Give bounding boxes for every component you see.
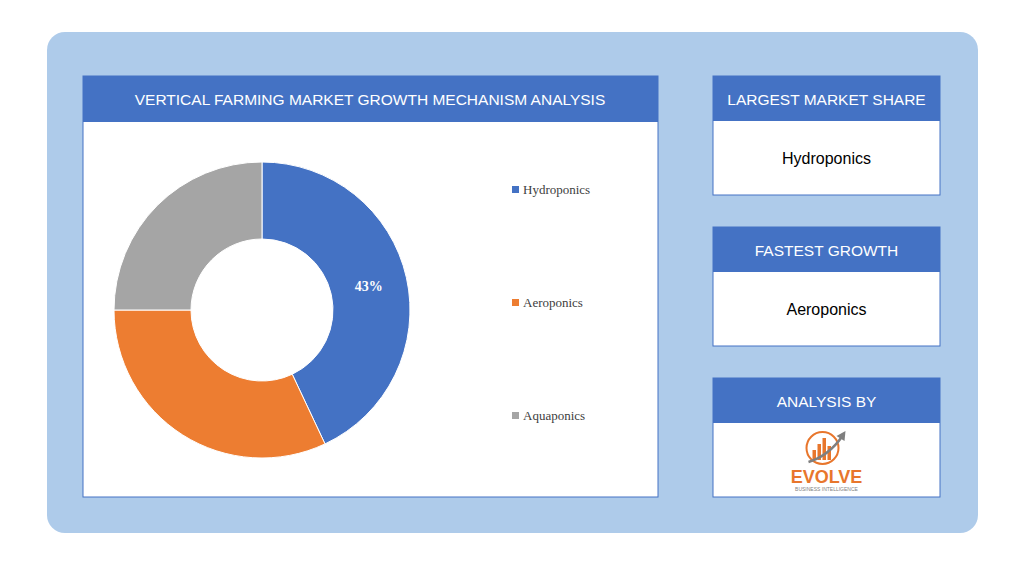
logo-name: EVOLVE	[791, 467, 863, 487]
slice	[114, 162, 262, 310]
panel-body	[713, 227, 940, 346]
chart-title: VERTICAL FARMING MARKET GROWTH MECHANISM…	[135, 91, 606, 108]
panel-title: LARGEST MARKET SHARE	[727, 91, 925, 108]
canvas: VERTICAL FARMING MARKET GROWTH MECHANISM…	[0, 0, 1024, 576]
logo-tagline: BUSINESS INTELLIGENCE	[795, 486, 858, 492]
legend-entry: Aeroponics	[523, 295, 583, 310]
legend-marker	[512, 299, 519, 306]
legend-marker	[512, 412, 519, 419]
legend-marker	[512, 186, 519, 193]
panel-header	[713, 227, 940, 272]
panel-header	[713, 76, 940, 121]
slice	[114, 310, 325, 458]
data-labels: 43%	[355, 279, 383, 294]
legend-entry: Hydroponics	[523, 182, 590, 197]
side-panel: LARGEST MARKET SHARE Hydroponics	[713, 76, 940, 195]
page: VERTICAL FARMING MARKET GROWTH MECHANISM…	[0, 0, 1024, 576]
legend-entry: Aquaponics	[523, 408, 585, 423]
chart-header	[83, 76, 658, 122]
data-label: 43%	[355, 279, 383, 294]
background	[47, 32, 978, 533]
panel-header	[713, 378, 940, 423]
side-panel: FASTEST GROWTH Aeroponics	[713, 227, 940, 346]
legend: Hydroponics Aeroponics Aquaponics	[512, 182, 590, 423]
side-panel: ANALYSIS BY EVOLVEBUSINESS INTELLIGENCE	[713, 378, 940, 497]
panel-body	[713, 76, 940, 195]
slices	[114, 162, 410, 458]
panel-text: Hydroponics	[782, 150, 871, 167]
panel-body	[713, 378, 940, 497]
logo-arrowhead	[837, 431, 846, 441]
panel-text: Aeroponics	[786, 301, 866, 318]
chart-panel	[83, 76, 658, 497]
logo-arrow	[809, 436, 843, 462]
panel-title: FASTEST GROWTH	[755, 242, 899, 259]
logo: EVOLVEBUSINESS INTELLIGENCE	[791, 431, 863, 492]
panel-title: ANALYSIS BY	[777, 393, 877, 410]
